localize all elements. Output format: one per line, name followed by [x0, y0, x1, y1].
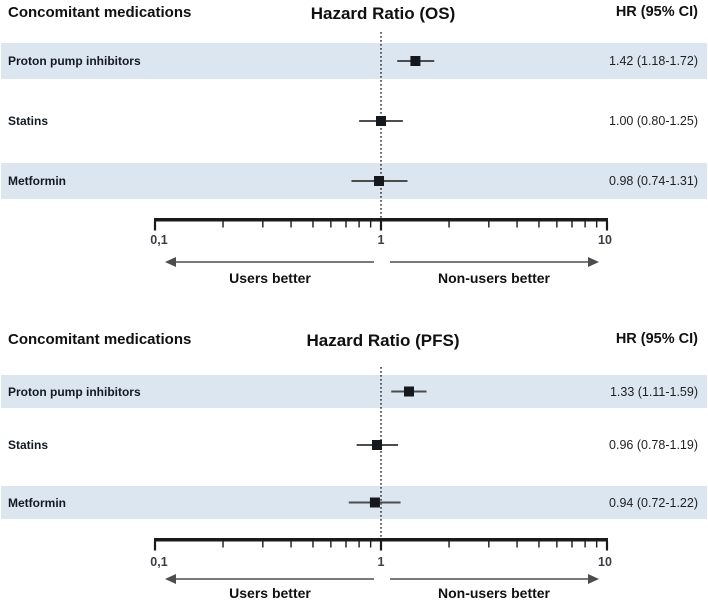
medication-label: Statins	[8, 438, 49, 452]
hr-ci-value: 0.96 (0.78-1.19)	[609, 438, 698, 452]
direction-label-non-users-better: Non-users better	[438, 585, 551, 601]
row-proton-pump-inhibitors: Proton pump inhibitors 1.33 (1.11-1.59)	[1, 375, 707, 408]
left-arrow-icon	[165, 257, 176, 267]
axis-tick-label: 1	[378, 555, 385, 569]
right-arrow-icon	[588, 574, 599, 584]
hr-marker	[403, 386, 414, 397]
row-statins: Statins 1.00 (0.80-1.25)	[1, 103, 707, 139]
axis-tick-label: 0,1	[150, 555, 167, 569]
medication-label: Metformin	[8, 495, 66, 510]
panel-hazard-ratio-os: Concomitant medications Hazard Ratio (OS…	[0, 2, 708, 302]
direction-label-non-users-better: Non-users better	[438, 270, 551, 286]
column-header-medications: Concomitant medications	[8, 4, 192, 21]
panel-title-os: Hazard Ratio (OS)	[310, 4, 456, 23]
axis-line	[154, 218, 608, 222]
forest-plot-pfs: 0,1 1 10 Users better Non-users better	[150, 367, 612, 601]
hr-marker	[376, 116, 386, 126]
hr-ci-value: 1.33 (1.11-1.59)	[609, 384, 698, 399]
medication-label: Metformin	[8, 174, 66, 188]
hr-ci-value: 1.00 (0.80-1.25)	[609, 114, 698, 128]
axis-tick-label: 10	[598, 555, 612, 569]
hr-marker	[371, 440, 382, 450]
axis-tick-label: 0,1	[150, 233, 167, 247]
axis-tick-label: 1	[378, 233, 385, 247]
direction-label-users-better: Users better	[229, 585, 311, 601]
forest-plot-os: 0,1 1 10 Users better Non-users better	[150, 32, 612, 286]
hr-marker	[369, 497, 380, 508]
column-header-hr-ci: HR (95% CI)	[615, 331, 698, 347]
medication-label: Proton pump inhibitors	[8, 54, 141, 68]
hr-ci-value: 0.98 (0.74-1.31)	[609, 174, 698, 188]
panel-title-pfs: Hazard Ratio (PFS)	[306, 331, 460, 350]
column-header-medications: Concomitant medications	[8, 331, 192, 348]
axis-tick-label: 10	[598, 233, 612, 247]
axis-line	[154, 538, 608, 542]
row-statins: Statins 0.96 (0.78-1.19)	[1, 428, 707, 462]
medication-label: Proton pump inhibitors	[8, 384, 141, 399]
left-arrow-icon	[165, 574, 176, 584]
hr-marker	[374, 176, 385, 186]
hr-ci-value: 0.94 (0.72-1.22)	[609, 495, 698, 510]
right-arrow-icon	[588, 257, 599, 267]
direction-label-users-better: Users better	[229, 270, 311, 286]
row-proton-pump-inhibitors: Proton pump inhibitors 1.42 (1.18-1.72)	[1, 43, 707, 79]
column-header-hr-ci: HR (95% CI)	[615, 4, 698, 20]
panel-hazard-ratio-pfs: Concomitant medications Hazard Ratio (PF…	[0, 324, 708, 601]
hr-marker	[410, 56, 421, 66]
medication-label: Statins	[8, 114, 49, 128]
hr-ci-value: 1.42 (1.18-1.72)	[609, 54, 698, 68]
